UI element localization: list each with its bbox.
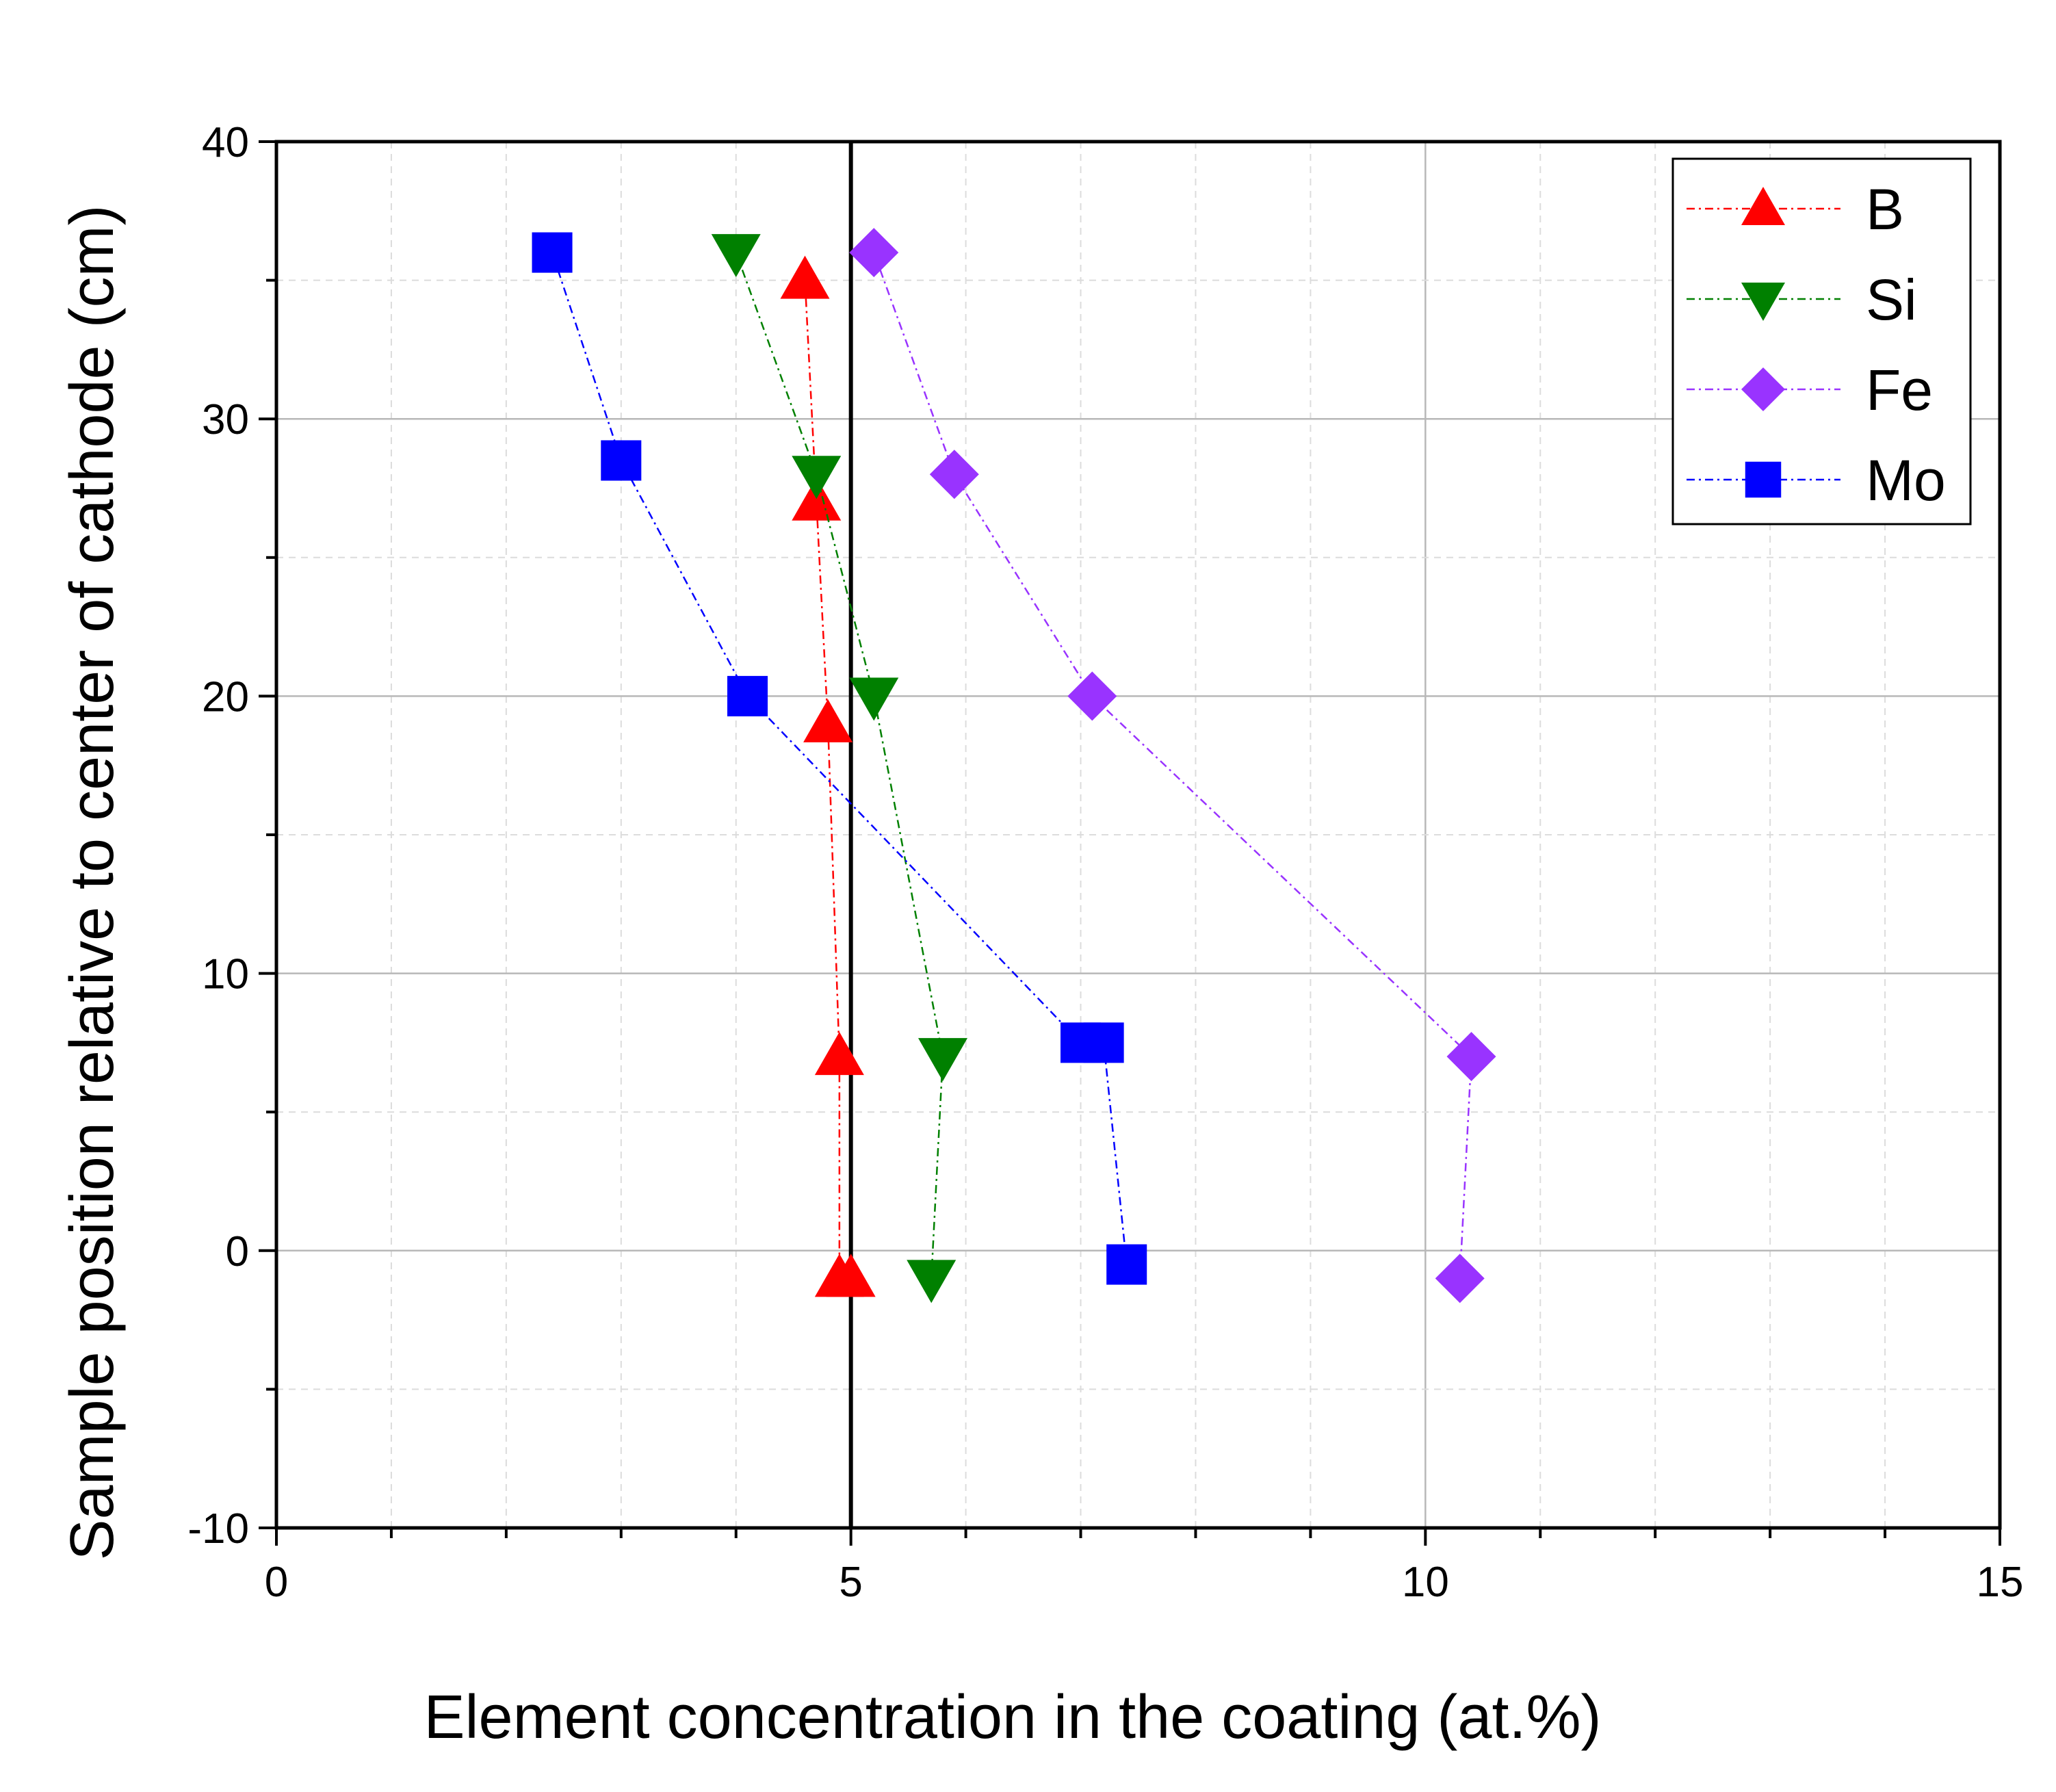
legend-item-si: Si — [1687, 268, 1917, 332]
series-line-b — [804, 280, 851, 1280]
y-tick-label: 10 — [202, 951, 249, 998]
legend-box — [1671, 157, 1972, 525]
data-point-si — [792, 456, 842, 499]
series-line-mo — [551, 252, 1128, 1265]
series-layer — [532, 228, 1496, 1303]
data-point-fe — [1446, 1032, 1496, 1082]
data-point-mo — [601, 440, 642, 481]
legend-item-fe: Fe — [1687, 358, 1933, 422]
series-mo — [532, 232, 1147, 1285]
legend-item-mo: Mo — [1687, 448, 1946, 512]
data-point-si — [849, 677, 899, 721]
data-point-b — [792, 477, 842, 521]
series-fe — [849, 228, 1496, 1303]
y-axis-title: Sample position relative to center of ca… — [58, 205, 127, 1561]
data-point-mo — [1083, 1022, 1124, 1063]
data-point-si — [907, 1260, 957, 1303]
y-tick-label: 20 — [202, 673, 249, 720]
series-si — [711, 234, 968, 1303]
legend-marker-fe — [1741, 367, 1785, 411]
data-point-fe — [1067, 671, 1117, 721]
data-point-si — [711, 234, 761, 278]
data-point-b — [814, 1032, 864, 1076]
data-point-si — [918, 1038, 968, 1082]
legend-label-b: B — [1866, 177, 1904, 242]
data-point-fe — [1435, 1254, 1485, 1303]
legend-item-b: B — [1687, 177, 1904, 242]
legend-label-fe: Fe — [1866, 358, 1933, 422]
x-tick-label: 0 — [265, 1559, 288, 1606]
data-point-b — [780, 255, 830, 299]
x-tick-label: 15 — [1977, 1559, 2024, 1606]
legend-marker-b — [1741, 187, 1785, 225]
data-point-mo — [1106, 1244, 1147, 1285]
legend-marker-si — [1741, 283, 1785, 321]
data-point-mo — [727, 675, 768, 716]
legend-label-si: Si — [1866, 268, 1917, 332]
data-point-b — [803, 699, 853, 742]
data-point-fe — [929, 450, 979, 499]
series-line-fe — [873, 252, 1472, 1279]
data-point-fe — [849, 228, 899, 278]
legend-marker-mo — [1745, 461, 1782, 498]
x-tick-label: 5 — [839, 1559, 862, 1606]
y-tick-label: 40 — [202, 119, 249, 166]
y-tick-label: 30 — [202, 396, 249, 443]
y-tick-label: -10 — [187, 1505, 249, 1553]
legend-label-mo: Mo — [1866, 448, 1946, 512]
tick-layer: 0 5 10 15 -10 0 10 20 30 40 — [187, 119, 2023, 1606]
data-point-mo — [532, 232, 573, 273]
data-point-b — [826, 1254, 876, 1297]
x-axis-title: Element concentration in the coating (at… — [424, 1683, 1602, 1752]
x-tick-label: 10 — [1402, 1559, 1449, 1606]
y-tick-label: 0 — [226, 1228, 249, 1275]
legend: B Si Fe Mo — [1671, 157, 1972, 525]
